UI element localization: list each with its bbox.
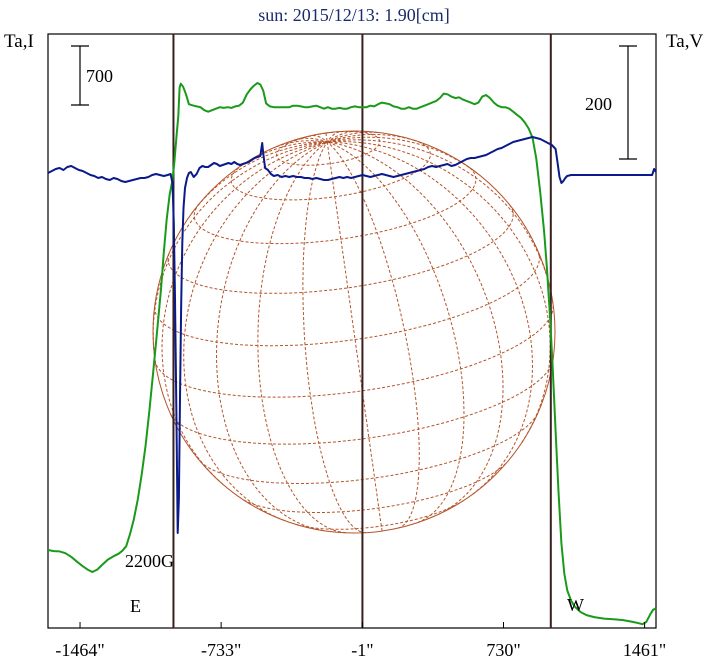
longitude-line	[215, 141, 328, 532]
x-axis-ticks: -1464" -733" -1" 730" 1461"	[55, 622, 666, 660]
latitude-line	[243, 462, 507, 513]
sun-disk-grid	[152, 130, 556, 534]
intensity-series-line	[47, 82, 657, 626]
sun-disk-limb	[152, 130, 556, 534]
latitude-line	[193, 165, 477, 245]
longitude-line	[191, 141, 328, 214]
polarization-series-line	[47, 136, 657, 534]
x-tick-label: -733"	[201, 640, 241, 660]
x-tick-label: 1461"	[623, 640, 666, 660]
longitude-line	[326, 131, 340, 143]
longitude-line	[326, 141, 383, 531]
longitude-line	[327, 141, 504, 516]
longitude-line	[183, 141, 328, 522]
field-strength-label: 2200G	[125, 551, 174, 571]
longitude-line	[327, 141, 465, 524]
latitude-line	[199, 413, 538, 484]
x-tick-label: 730"	[486, 640, 520, 660]
longitude-line	[257, 141, 346, 534]
east-label: E	[130, 596, 141, 616]
latitude-line	[154, 252, 541, 347]
series-lines	[47, 82, 657, 626]
longitude-line	[312, 135, 328, 143]
x-tick-label: -1464"	[55, 640, 104, 660]
scale-bar-right	[619, 45, 637, 160]
latitude-line	[167, 204, 514, 294]
chart-title: sun: 2015/12/13: 1.90[cm]	[258, 5, 450, 25]
longitude-line	[295, 137, 328, 143]
scale-bar-left	[71, 45, 89, 106]
longitude-line	[327, 139, 554, 305]
longitude-line	[327, 136, 478, 174]
latitude-line	[295, 500, 464, 530]
scale-bar-right-label: 200	[585, 94, 612, 114]
longitude-line	[327, 140, 551, 443]
longitude-line	[326, 130, 358, 143]
x-tick-label: -1"	[351, 640, 373, 660]
longitude-line	[276, 140, 328, 148]
longitude-line	[325, 133, 328, 142]
right-axis-label: Ta,V	[666, 31, 703, 52]
latitude-line	[276, 131, 381, 166]
plot-frame	[47, 33, 657, 629]
latitude-line	[170, 360, 554, 445]
west-label: W	[567, 595, 584, 615]
scale-bar-left-label: 700	[86, 66, 113, 86]
vertical-markers	[172, 34, 552, 628]
longitude-line	[327, 141, 534, 495]
longitude-line	[152, 141, 328, 361]
longitude-line	[302, 141, 367, 534]
longitude-line	[161, 141, 328, 485]
longitude-line	[327, 131, 378, 143]
left-axis-label: Ta,I	[4, 31, 34, 52]
